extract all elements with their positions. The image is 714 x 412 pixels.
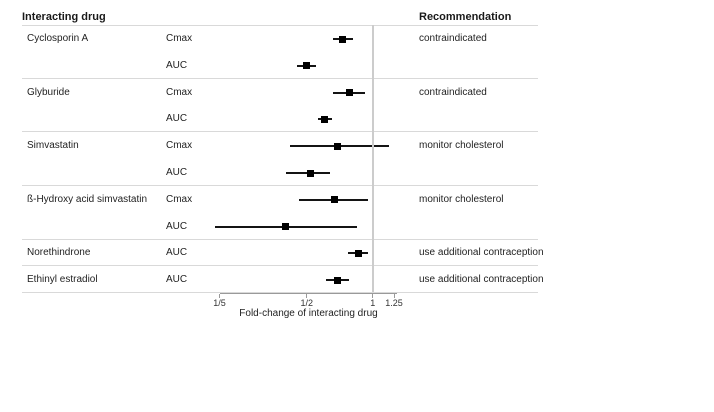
point-estimate-marker bbox=[333, 142, 341, 150]
point-estimate-marker bbox=[307, 169, 315, 177]
column-header-recommendation: Recommendation bbox=[419, 11, 512, 23]
pk-metric-label: AUC bbox=[166, 220, 188, 232]
drug-name: Norethindrone bbox=[27, 247, 91, 259]
recommendation-text: monitor cholesterol bbox=[419, 140, 504, 152]
header-divider bbox=[22, 25, 538, 26]
point-estimate-marker bbox=[303, 62, 311, 70]
drug-name: Cyclosporin A bbox=[27, 33, 89, 44]
drug-name: Glyburide bbox=[27, 86, 70, 98]
pk-metric-label: Cmax bbox=[166, 86, 193, 98]
drug-name: Ethinyl estradiol bbox=[27, 274, 98, 286]
point-estimate-marker bbox=[331, 196, 339, 204]
recommendation-text: monitor cholesterol bbox=[419, 193, 504, 205]
pk-metric-label: AUC bbox=[166, 247, 188, 259]
point-estimate-marker bbox=[354, 249, 362, 257]
pk-metric-label: Cmax bbox=[166, 140, 193, 152]
group-divider bbox=[22, 131, 538, 132]
group-divider bbox=[22, 78, 538, 79]
group-divider bbox=[22, 239, 538, 240]
x-axis-tick bbox=[306, 294, 308, 298]
point-estimate-marker bbox=[339, 35, 347, 43]
point-estimate-marker bbox=[320, 115, 328, 123]
column-header-interacting-drug: Interacting drug bbox=[22, 11, 106, 23]
x-axis-tick-label: 1/2 bbox=[300, 298, 314, 308]
point-estimate-marker bbox=[345, 89, 353, 97]
recommendation-text: contraindicated bbox=[419, 33, 487, 44]
pk-metric-label: AUC bbox=[166, 59, 188, 71]
pk-metric-label: AUC bbox=[166, 113, 188, 125]
point-estimate-marker bbox=[333, 276, 341, 284]
group-divider bbox=[22, 292, 538, 293]
x-axis-tick-label: 1/5 bbox=[213, 298, 226, 308]
pk-metric-label: Cmax bbox=[166, 193, 193, 205]
drug-name: ß-Hydroxy acid simvastatin bbox=[27, 193, 148, 205]
x-axis-tick bbox=[393, 294, 395, 298]
recommendation-text: use additional contraception bbox=[419, 274, 544, 286]
x-axis-tick-label: 1.25 bbox=[385, 298, 403, 308]
reference-line-fold-change-1 bbox=[371, 25, 374, 292]
x-axis-tick-label: 1 bbox=[370, 298, 376, 308]
point-estimate-marker bbox=[282, 223, 290, 231]
x-axis-tick bbox=[219, 294, 221, 298]
pk-metric-label: AUC bbox=[166, 274, 188, 286]
pk-metric-label: Cmax bbox=[166, 33, 193, 44]
pk-metric-label: AUC bbox=[166, 167, 188, 178]
x-axis-tick bbox=[372, 294, 374, 298]
x-axis-title: Fold-change of interacting drug bbox=[239, 308, 378, 319]
group-divider bbox=[22, 265, 538, 266]
x-axis-line bbox=[220, 293, 397, 294]
recommendation-text: contraindicated bbox=[419, 86, 487, 98]
drug-name: Simvastatin bbox=[27, 140, 79, 152]
recommendation-text: use additional contraception bbox=[419, 247, 544, 259]
group-divider bbox=[22, 185, 538, 186]
